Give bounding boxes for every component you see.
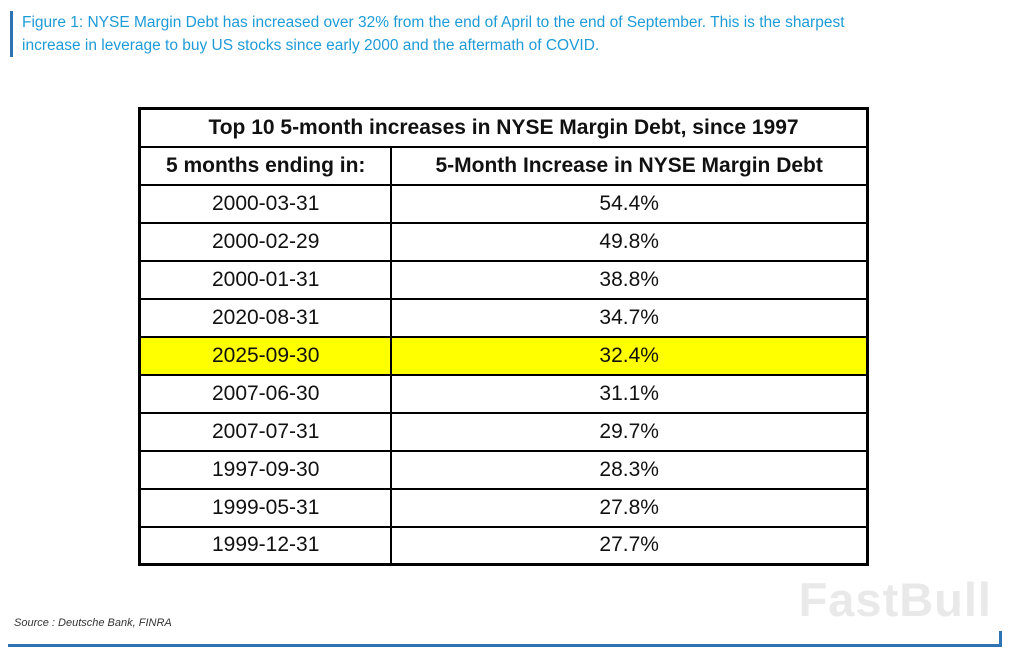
increase-cell: 27.8% <box>390 487 869 528</box>
date-cell: 2000-01-31 <box>138 259 393 300</box>
figure-caption-line-2: increase in leverage to buy US stocks si… <box>22 37 600 54</box>
increase-cell: 49.8% <box>390 221 869 262</box>
table-row: 2020-08-31 34.7% <box>138 297 869 338</box>
date-cell: 1997-09-30 <box>138 449 393 490</box>
margin-debt-table: Top 10 5-month increases in NYSE Margin … <box>138 107 869 566</box>
watermark: FastBull <box>798 573 992 626</box>
table-row: 2007-07-31 29.7% <box>138 411 869 452</box>
date-cell: 2000-02-29 <box>138 221 393 262</box>
increase-cell: 31.1% <box>390 373 869 414</box>
increase-cell: 38.8% <box>390 259 869 300</box>
table-row-highlighted: 2025-09-30 32.4% <box>138 335 869 376</box>
table-row: 2000-02-29 49.8% <box>138 221 869 262</box>
table-row: 1997-09-30 28.3% <box>138 449 869 490</box>
increase-cell: 27.7% <box>390 525 869 566</box>
date-cell: 2025-09-30 <box>138 335 393 376</box>
bottom-rule <box>8 644 1002 647</box>
date-cell: 2020-08-31 <box>138 297 393 338</box>
table-header-row: 5 months ending in: 5-Month Increase in … <box>138 145 869 186</box>
table-row: 2000-01-31 38.8% <box>138 259 869 300</box>
column-header-date: 5 months ending in: <box>138 145 393 186</box>
column-header-increase: 5-Month Increase in NYSE Margin Debt <box>390 145 869 186</box>
increase-cell: 29.7% <box>390 411 869 452</box>
increase-cell: 34.7% <box>390 297 869 338</box>
increase-cell: 54.4% <box>390 183 869 224</box>
caption-accent-bar <box>10 11 13 57</box>
date-cell: 2007-06-30 <box>138 373 393 414</box>
table-row: 2007-06-30 31.1% <box>138 373 869 414</box>
date-cell: 2000-03-31 <box>138 183 393 224</box>
date-cell: 2007-07-31 <box>138 411 393 452</box>
table-title-row: Top 10 5-month increases in NYSE Margin … <box>138 107 869 148</box>
increase-cell: 28.3% <box>390 449 869 490</box>
table-row: 1999-05-31 27.8% <box>138 487 869 528</box>
bottom-rule-tick <box>999 631 1002 647</box>
table-title: Top 10 5-month increases in NYSE Margin … <box>138 107 869 148</box>
date-cell: 1999-12-31 <box>138 525 393 566</box>
table-row: 1999-12-31 27.7% <box>138 525 869 566</box>
source-note: Source : Deutsche Bank, FINRA <box>14 617 172 629</box>
increase-cell: 32.4% <box>390 335 869 376</box>
figure-caption: Figure 1: NYSE Margin Debt has increased… <box>10 11 845 57</box>
figure-caption-text: Figure 1: NYSE Margin Debt has increased… <box>22 11 845 57</box>
figure-caption-line-1: Figure 1: NYSE Margin Debt has increased… <box>22 14 845 31</box>
date-cell: 1999-05-31 <box>138 487 393 528</box>
table-row: 2000-03-31 54.4% <box>138 183 869 224</box>
